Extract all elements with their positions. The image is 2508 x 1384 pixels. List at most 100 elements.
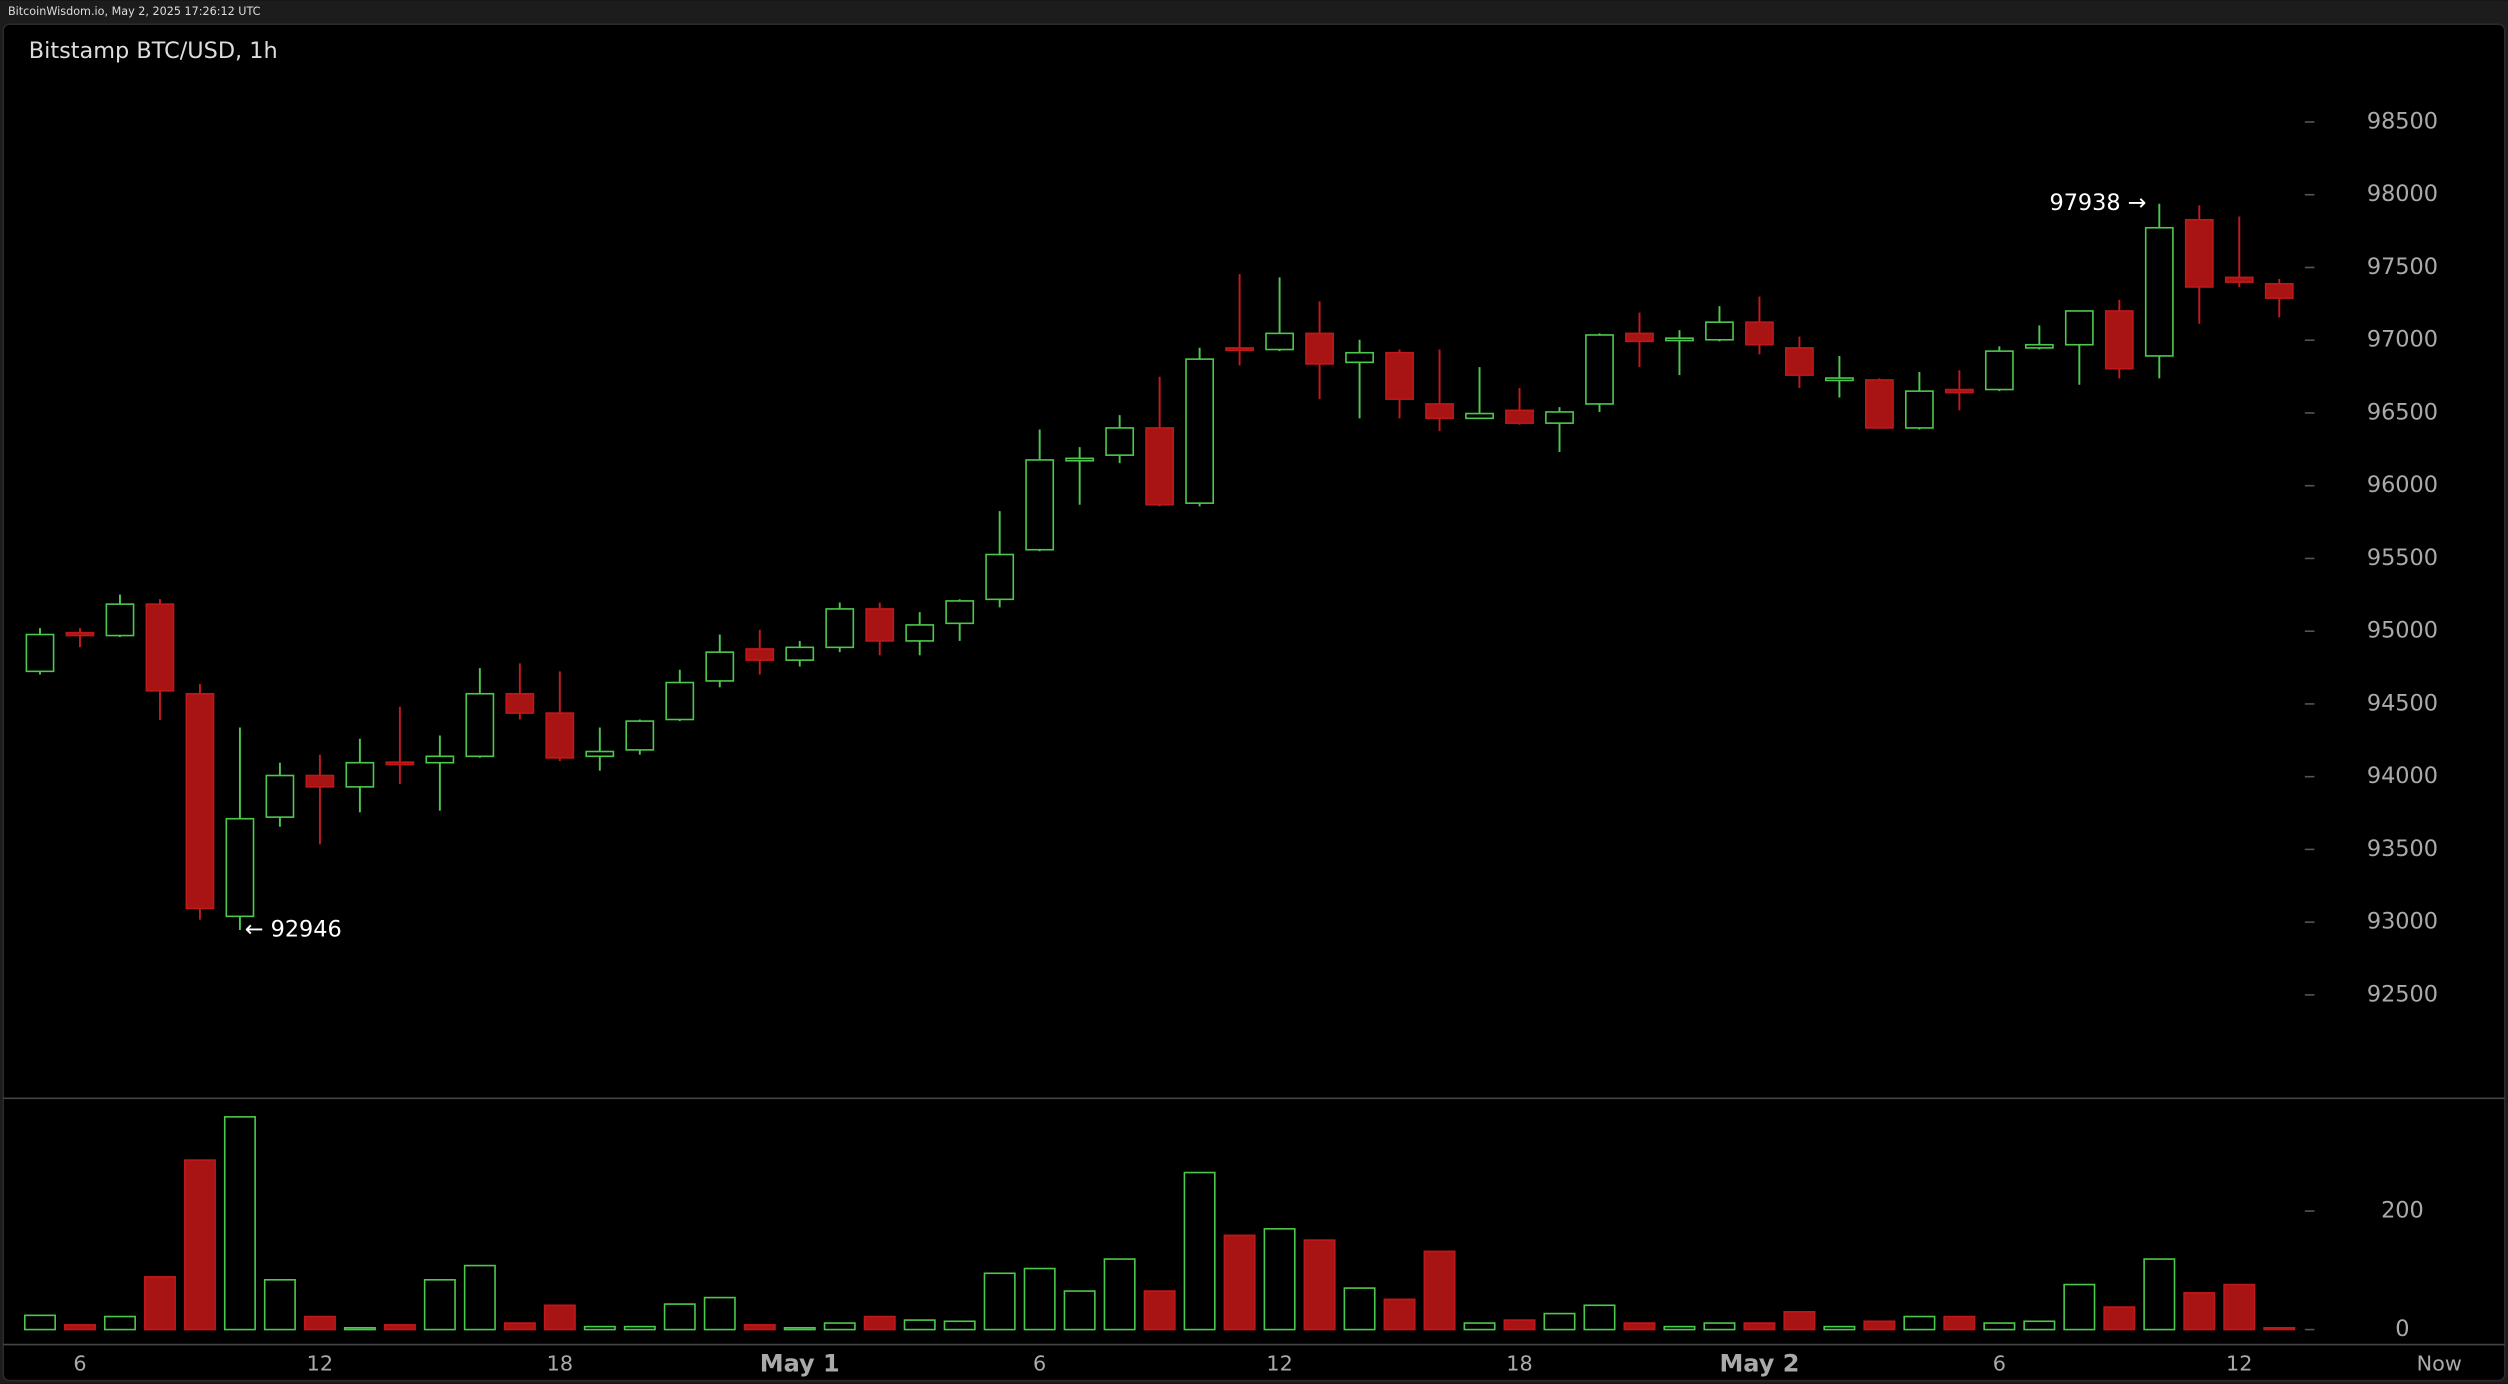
candle-body — [2224, 276, 2254, 283]
candle-body — [1185, 358, 1215, 504]
y-tick-label: 97500 — [2367, 254, 2438, 280]
x-tick-label: May 1 — [760, 1350, 840, 1378]
volume-bar — [2023, 1320, 2056, 1331]
chart-title: Bitstamp BTC/USD, 1h — [29, 38, 278, 64]
candle-body — [1745, 321, 1774, 346]
candle-body — [25, 633, 55, 673]
candle-body — [1105, 427, 1135, 456]
volume-bar — [1823, 1325, 1856, 1331]
y-tick-label: 93500 — [2367, 836, 2438, 862]
y-tick-label: 95500 — [2367, 545, 2438, 571]
x-tick-label: 6 — [73, 1352, 86, 1376]
candle-body — [1785, 347, 1814, 376]
candle-body — [1665, 337, 1694, 342]
candle-body — [2144, 226, 2174, 357]
volume-bar — [1623, 1322, 1656, 1331]
candle-body — [185, 692, 215, 910]
volume-bar — [1223, 1234, 1256, 1331]
volume-bar — [783, 1326, 816, 1331]
y-tick-label: 94500 — [2367, 690, 2438, 716]
y-tick-label: 98000 — [2367, 181, 2438, 207]
candle-body — [1904, 390, 1934, 429]
volume-y-tick-label: 200 — [2381, 1198, 2424, 1224]
candle-body — [1984, 350, 2014, 391]
volume-bar — [463, 1264, 496, 1331]
candle-body — [905, 624, 935, 642]
volume-bar — [2223, 1283, 2256, 1331]
candle-body — [105, 603, 135, 637]
candle-body — [865, 608, 895, 642]
volume-bar — [623, 1325, 656, 1331]
x-tick-label: May 2 — [1719, 1350, 1799, 1378]
volume-bar — [863, 1315, 896, 1331]
candle-body — [1345, 351, 1374, 364]
candle-body — [225, 817, 255, 918]
volume-bar — [1903, 1315, 1936, 1331]
candle-body — [825, 608, 855, 649]
volume-bar — [503, 1322, 536, 1331]
volume-bar — [343, 1326, 376, 1331]
volume-bar — [1063, 1290, 1096, 1331]
volume-bar — [1983, 1322, 2016, 1331]
candle-body — [1425, 403, 1454, 420]
volume-bar — [1183, 1171, 1216, 1331]
volume-bar — [1543, 1312, 1576, 1331]
volume-bar — [903, 1319, 936, 1331]
volume-bar — [583, 1325, 616, 1331]
candle-body — [665, 681, 695, 721]
candle-body — [1944, 388, 1974, 394]
x-now-label: Now — [2417, 1352, 2462, 1376]
volume-bar — [1503, 1319, 1536, 1331]
volume-bar — [2143, 1258, 2176, 1331]
candle-body — [465, 692, 495, 758]
candle-body — [1385, 351, 1414, 400]
y-tick-label: 94000 — [2367, 763, 2438, 789]
candle-body — [385, 761, 415, 766]
volume-bar — [1343, 1287, 1376, 1331]
candle-body — [1505, 409, 1534, 424]
volume-bar — [1703, 1322, 1736, 1331]
volume-bar — [1423, 1250, 1456, 1331]
volume-bar — [143, 1276, 176, 1331]
candle-body — [1025, 459, 1055, 551]
candle-body — [1265, 332, 1294, 351]
candle-body — [1625, 332, 1654, 343]
candle-body — [265, 774, 295, 818]
candle-body — [1585, 334, 1614, 405]
volume-bar — [823, 1322, 856, 1331]
volume-bar — [103, 1315, 136, 1331]
volume-y-tick-label: 0 — [2395, 1316, 2409, 1342]
volume-bar — [943, 1320, 976, 1331]
header: BitcoinWisdom.io, May 2, 2025 17:26:12 U… — [8, 5, 261, 18]
candle-body — [505, 692, 535, 714]
candle-body — [1865, 379, 1894, 429]
candle-body — [1705, 321, 1734, 341]
candle-body — [2264, 282, 2294, 299]
x-tick-label: 12 — [1266, 1352, 1292, 1376]
volume-bar — [1263, 1228, 1296, 1331]
candle-body — [2184, 218, 2214, 288]
candle-body — [705, 651, 735, 682]
candle-body — [1545, 411, 1574, 424]
volume-bar — [1783, 1310, 1816, 1331]
candle-body — [1225, 347, 1254, 352]
volume-bar — [223, 1116, 256, 1331]
volume-bar — [1743, 1322, 1776, 1331]
volume-bar — [1663, 1325, 1696, 1331]
volume-bar — [63, 1324, 96, 1331]
candle-body — [2104, 310, 2134, 370]
volume-bar — [183, 1159, 216, 1331]
volume-bar — [2263, 1326, 2296, 1331]
candle-body — [625, 720, 655, 751]
candle-body — [1145, 427, 1175, 506]
x-tick-label: 12 — [307, 1352, 333, 1376]
candle-body — [985, 553, 1015, 601]
candle-body — [1305, 332, 1334, 365]
volume-bar — [1383, 1298, 1416, 1331]
y-tick-label: 95000 — [2367, 618, 2438, 644]
volume-bar — [543, 1304, 576, 1331]
volume-bar — [1863, 1320, 1896, 1331]
volume-bar — [303, 1315, 336, 1331]
y-tick-label: 97000 — [2367, 327, 2438, 353]
